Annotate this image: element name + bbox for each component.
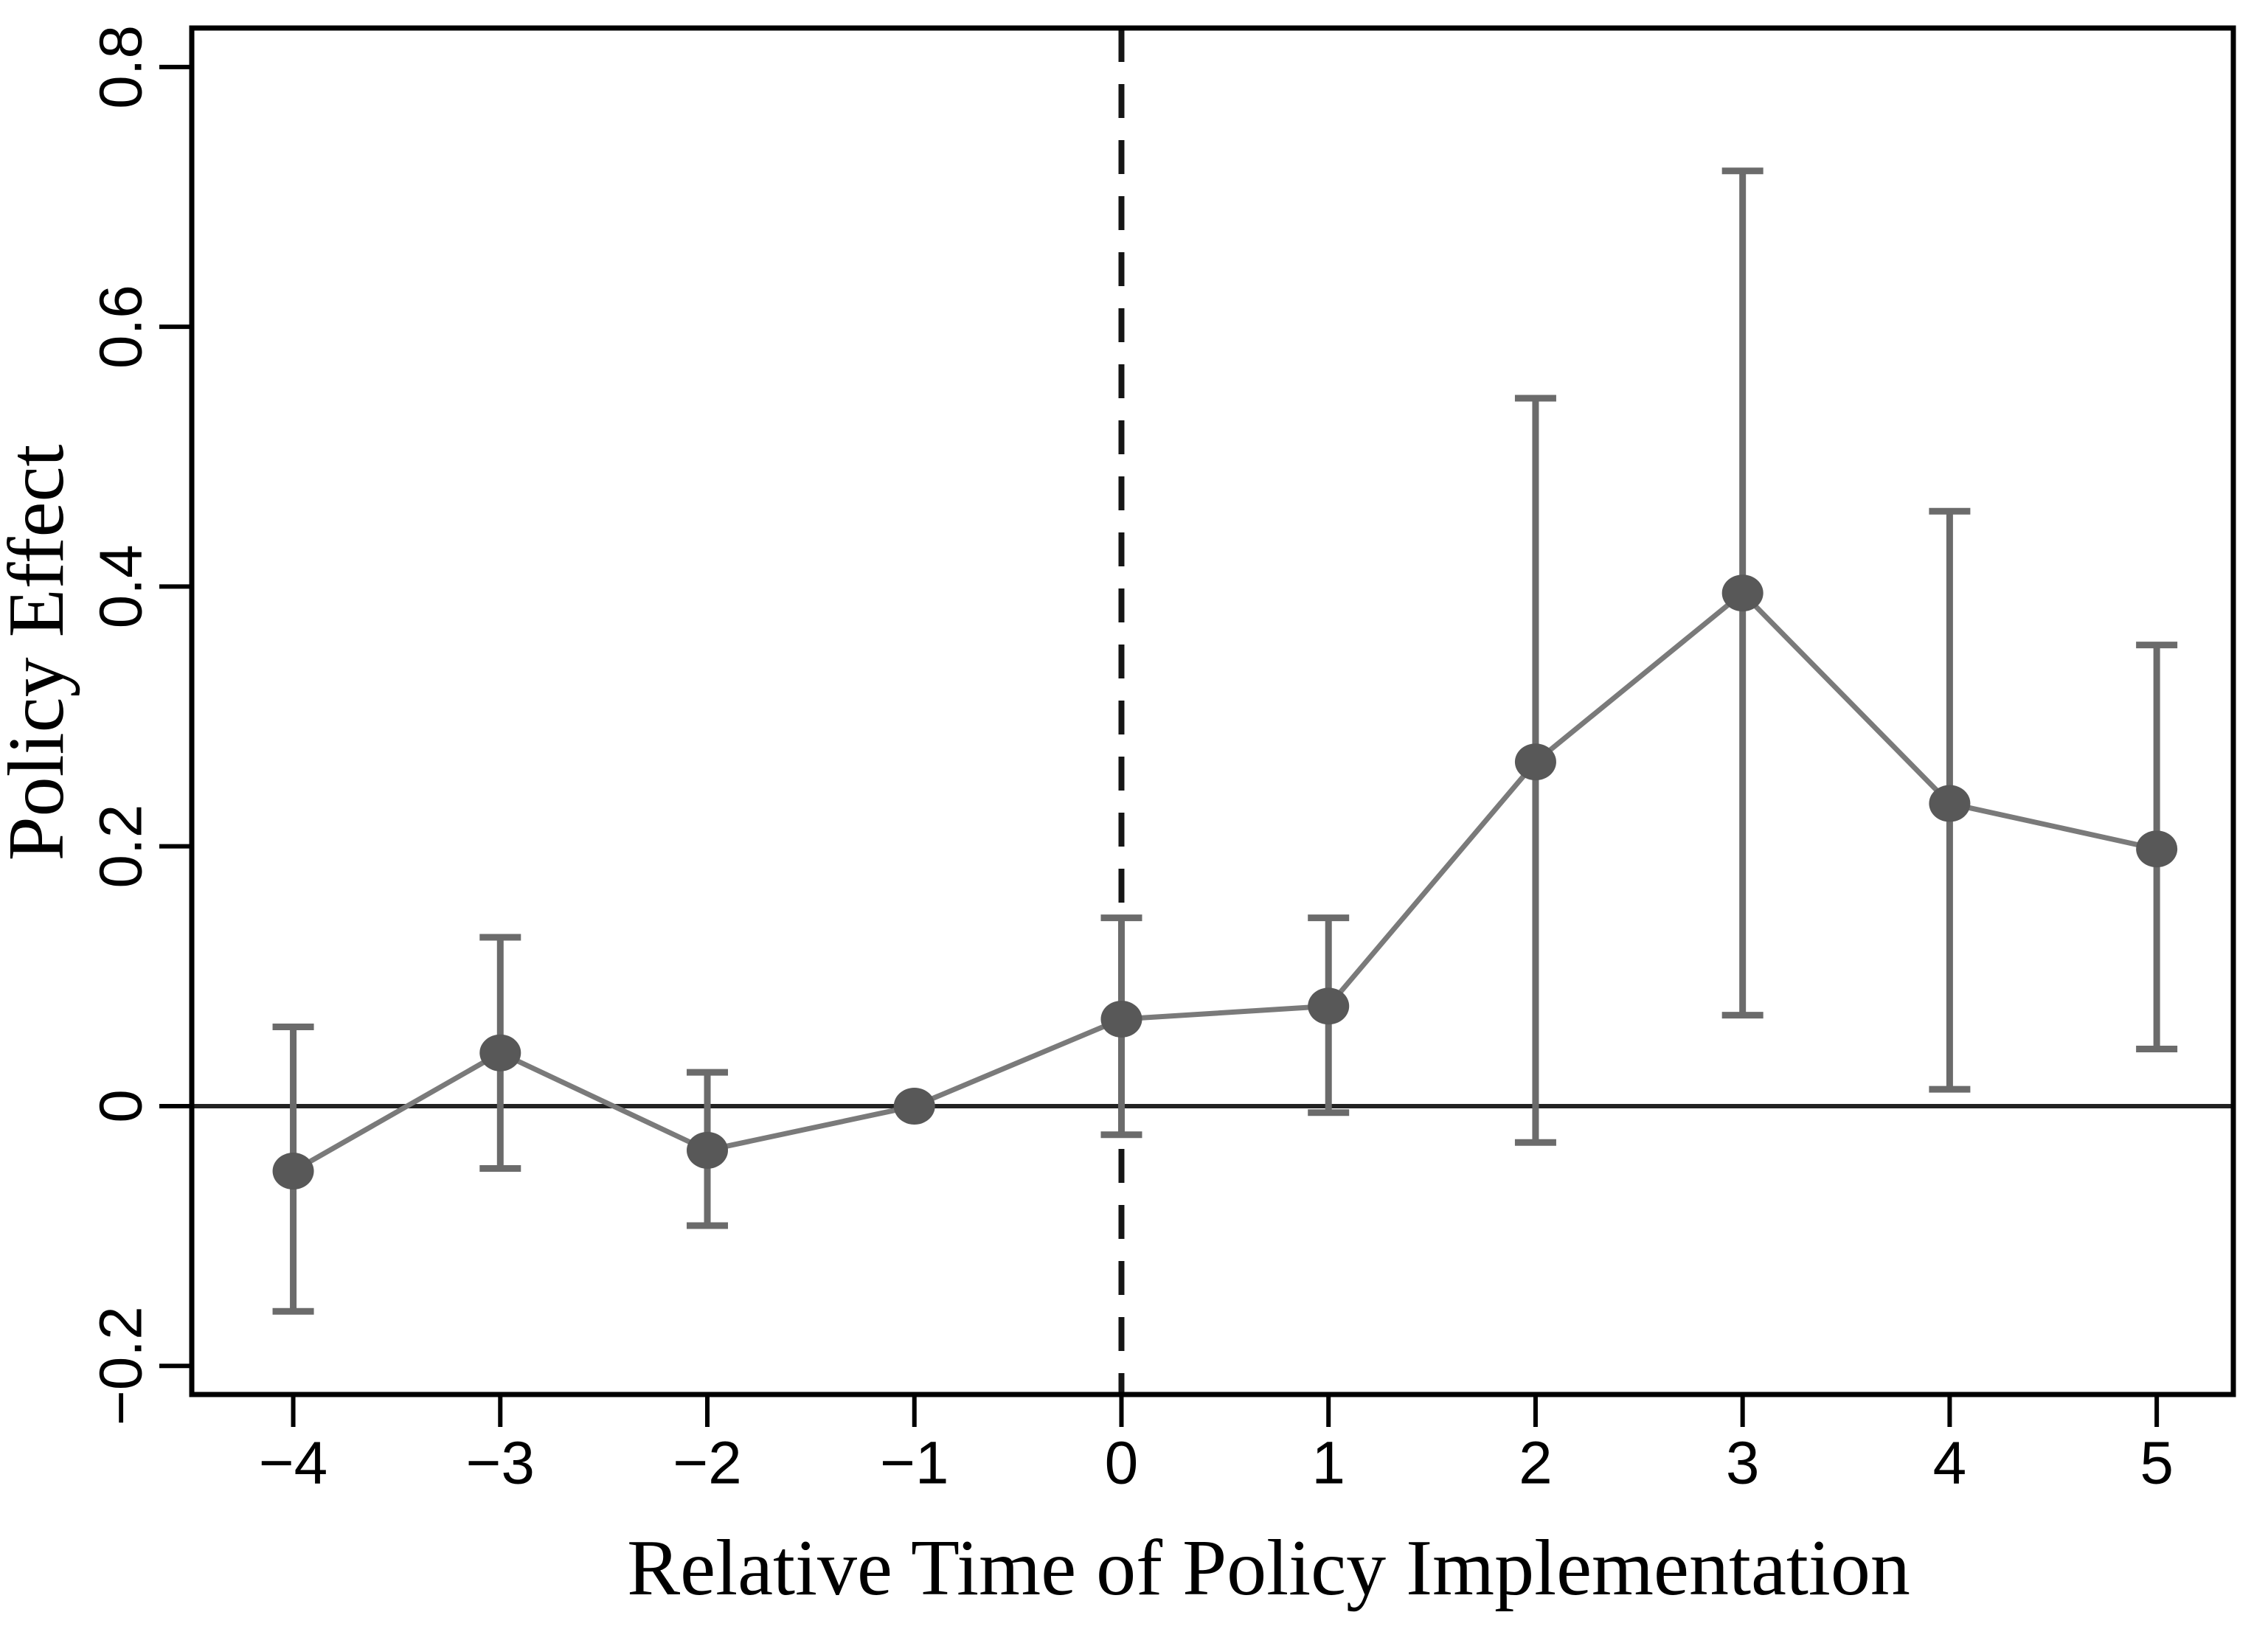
x-tick-label: −3 bbox=[466, 1430, 535, 1497]
data-point bbox=[1100, 1000, 1142, 1038]
x-axis-title: Relative Time of Policy Implementation bbox=[627, 1524, 1910, 1612]
x-tick-label: −2 bbox=[673, 1430, 742, 1497]
x-tick-label: 1 bbox=[1311, 1430, 1345, 1497]
x-tick-label: −4 bbox=[259, 1430, 328, 1497]
plot-border-box bbox=[189, 25, 2236, 1397]
x-tick-label: −1 bbox=[880, 1430, 949, 1497]
estimate-connecting-line bbox=[291, 589, 2157, 1174]
data-point bbox=[2136, 830, 2178, 868]
x-tick-label: 5 bbox=[2140, 1430, 2174, 1497]
data-point bbox=[272, 1153, 314, 1190]
data-point bbox=[687, 1131, 729, 1169]
x-tick-label: 0 bbox=[1105, 1430, 1139, 1497]
data-point bbox=[1929, 785, 1971, 822]
data-point bbox=[1514, 743, 1556, 781]
y-tick-label: −0.2 bbox=[88, 1306, 155, 1425]
data-point bbox=[479, 1034, 521, 1071]
y-tick-label: 0 bbox=[88, 1089, 155, 1123]
y-tick-label: 0.8 bbox=[88, 25, 155, 109]
y-tick-label: 0.2 bbox=[88, 805, 155, 889]
y-tick-label: 0.4 bbox=[88, 544, 155, 628]
y-tick-label: 0.6 bbox=[88, 285, 155, 369]
plot-dynamic-layer: −4 −3 −2 −1 0 1 2 3 4 5 0.8 0.6 0.4 0.2 0 −0.2 bbox=[88, 25, 2236, 1497]
x-tick-label: 4 bbox=[1933, 1430, 1967, 1497]
y-axis-title: Policy Effect bbox=[0, 445, 80, 861]
x-tick-label: 3 bbox=[1726, 1430, 1760, 1497]
data-point bbox=[1721, 574, 1764, 612]
x-tick-label: 2 bbox=[1519, 1430, 1553, 1497]
data-point bbox=[893, 1087, 935, 1125]
data-point bbox=[1308, 987, 1350, 1025]
